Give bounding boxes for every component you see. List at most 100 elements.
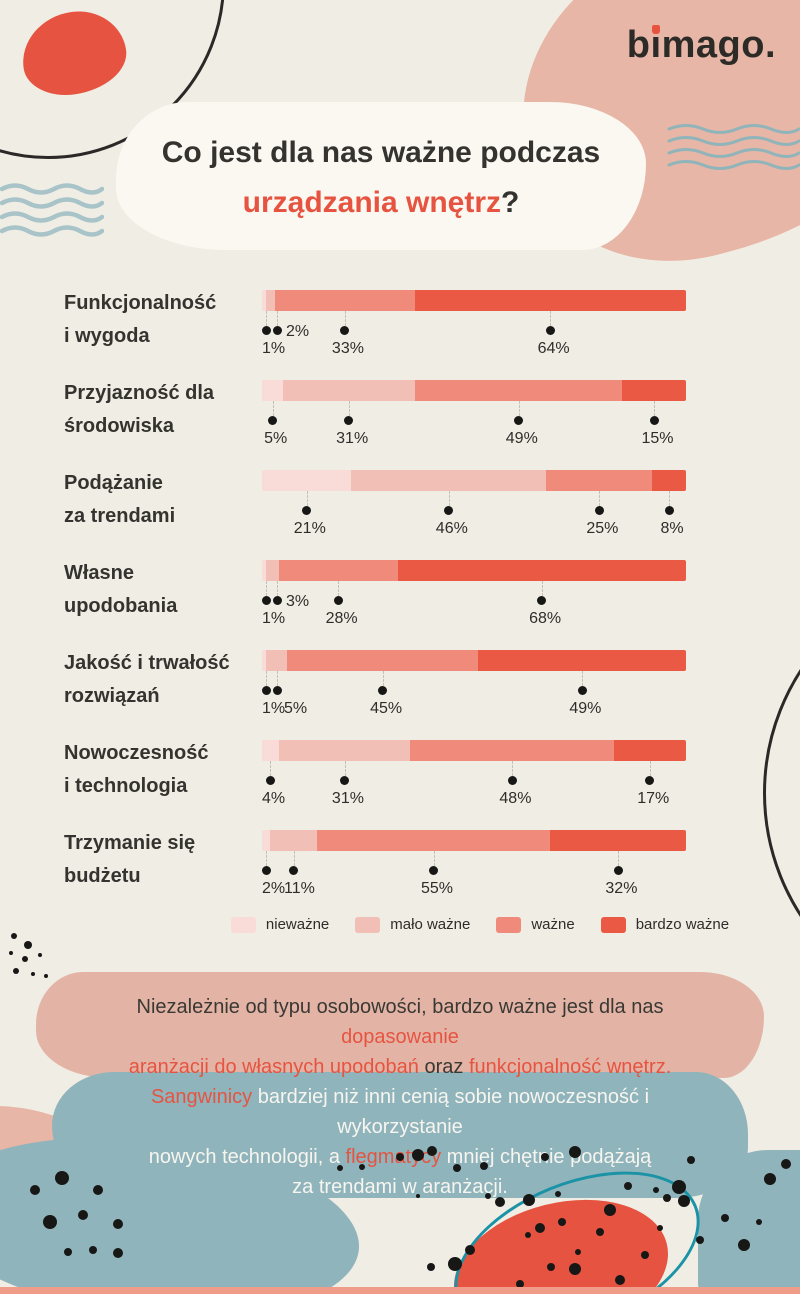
decor-dot (113, 1248, 123, 1258)
row-label: Nowoczesność i technologia (64, 737, 208, 803)
value-dot (645, 776, 655, 785)
decor-dot (721, 1214, 729, 1222)
decor-dot (13, 968, 19, 974)
decor-dot (575, 1249, 581, 1255)
row-label-line: Jakość i trwałość (64, 652, 230, 674)
leader-line (618, 851, 620, 866)
decor-dot (24, 941, 32, 949)
value-label: 17% (637, 790, 670, 807)
decor-dot (93, 1185, 103, 1195)
row-label-line: Funkcjonalność (64, 292, 217, 314)
row-label-line: Trzymanie się (64, 832, 196, 854)
leader-line (518, 401, 520, 416)
row-label-line: Własne (64, 562, 135, 584)
title-line2: urządzania wnętrz? (116, 178, 646, 228)
title-line2-suffix: ? (501, 186, 520, 219)
value-dot (378, 686, 388, 695)
chart-row: Własne upodobania 1% 3% 28% 68% (0, 555, 800, 645)
title-line2-red: urządzania wnętrz (242, 186, 502, 219)
chart-row: Funkcjonalność i wygoda 1% 2% 33% 64% (0, 285, 800, 375)
leader-line (306, 491, 308, 506)
leader-line (277, 581, 278, 596)
stacked-bar (262, 560, 686, 581)
decor-dot (764, 1173, 776, 1185)
bar-segment (410, 740, 614, 761)
leader-line (512, 761, 514, 776)
legend-label: bardzo ważne (635, 916, 730, 933)
bar-segment (262, 290, 267, 311)
decor-dot (337, 1165, 343, 1171)
value-label: 32% (605, 880, 638, 897)
decor-dot (453, 1164, 461, 1172)
bar-segment (278, 740, 411, 761)
page-title: Co jest dla nas ważne podczas urządzania… (116, 128, 646, 228)
value-label: 11% (284, 880, 315, 897)
value-label: 49% (569, 700, 602, 717)
note-personality-text: Niezależnie od typu osobowości, bardzo w… (78, 992, 722, 1082)
decor-dot (558, 1218, 566, 1226)
stacked-bar (262, 830, 686, 851)
decor-dot (756, 1219, 762, 1225)
teal-right (698, 1150, 800, 1294)
value-label: 5% (264, 430, 288, 447)
value-dot (261, 596, 271, 605)
decor-dot (396, 1153, 404, 1161)
note-text-span: oraz (418, 1056, 469, 1078)
legend-swatch (230, 916, 256, 933)
value-label: 21% (293, 520, 326, 537)
left-waves-icon (0, 183, 104, 237)
value-dot (268, 416, 278, 425)
chart-rows: Funkcjonalność i wygoda 1% 2% 33% 64% Przyjazn… (0, 285, 800, 915)
decor-dot (485, 1193, 491, 1199)
decor-dot (547, 1263, 555, 1271)
decor-dot (427, 1263, 435, 1271)
bar-segment (262, 830, 271, 851)
leader-line (293, 851, 295, 866)
value-label: 31% (331, 790, 364, 807)
row-label: Przyjazność dla środowiska (64, 377, 214, 443)
title-line1: Co jest dla nas ważne podczas (161, 136, 601, 169)
bar-annotations: 2% 11% 55% 32% (261, 851, 686, 911)
bottom-strip (0, 1287, 800, 1294)
leader-line (433, 851, 435, 866)
bar-annotations: 5% 31% 49% 15% (262, 401, 686, 461)
leader-line (599, 491, 601, 506)
bar-segment (613, 740, 686, 761)
row-label-line: i technologia (64, 775, 188, 797)
leader-line (266, 311, 267, 326)
decor-dot (541, 1153, 549, 1161)
value-label: 25% (586, 520, 619, 537)
bar-segment (317, 830, 551, 851)
value-dot (340, 776, 350, 785)
row-label: Trzymanie się budżetu (64, 827, 195, 893)
decor-dot (672, 1180, 686, 1194)
value-label: 33% (331, 340, 364, 357)
bar-segment (414, 290, 686, 311)
leader-line (266, 851, 268, 866)
brand-logo: bımago. (626, 24, 776, 66)
row-label-line: za trendami (64, 505, 176, 527)
note1-blob (36, 972, 764, 1078)
note-text-span: za trendami w aranżacji. (292, 1176, 508, 1198)
leader-line (348, 401, 350, 416)
value-dot (333, 596, 343, 605)
bar-annotations: 1% 3% 28% 68% (261, 581, 686, 641)
value-dot (429, 866, 439, 875)
decor-dot (555, 1191, 561, 1197)
decor-dot (427, 1146, 437, 1156)
leader-line (266, 581, 267, 596)
stacked-bar (262, 470, 686, 491)
decor-dot (678, 1195, 690, 1207)
legend-swatch (355, 916, 381, 933)
decor-dot (604, 1204, 616, 1216)
row-label-line: upodobania (64, 595, 178, 617)
value-label: 46% (435, 520, 468, 537)
row-label: Własne upodobania (64, 557, 177, 623)
value-dot (272, 686, 282, 695)
bar-segment (262, 740, 279, 761)
leader-line (382, 671, 384, 686)
note-sanguine-text: Sangwinicy bardziej niż inni cenią sobie… (100, 1082, 700, 1202)
decor-dot (653, 1187, 659, 1193)
row-label: Podążanie za trendami (64, 467, 175, 533)
bar-segment (270, 830, 318, 851)
